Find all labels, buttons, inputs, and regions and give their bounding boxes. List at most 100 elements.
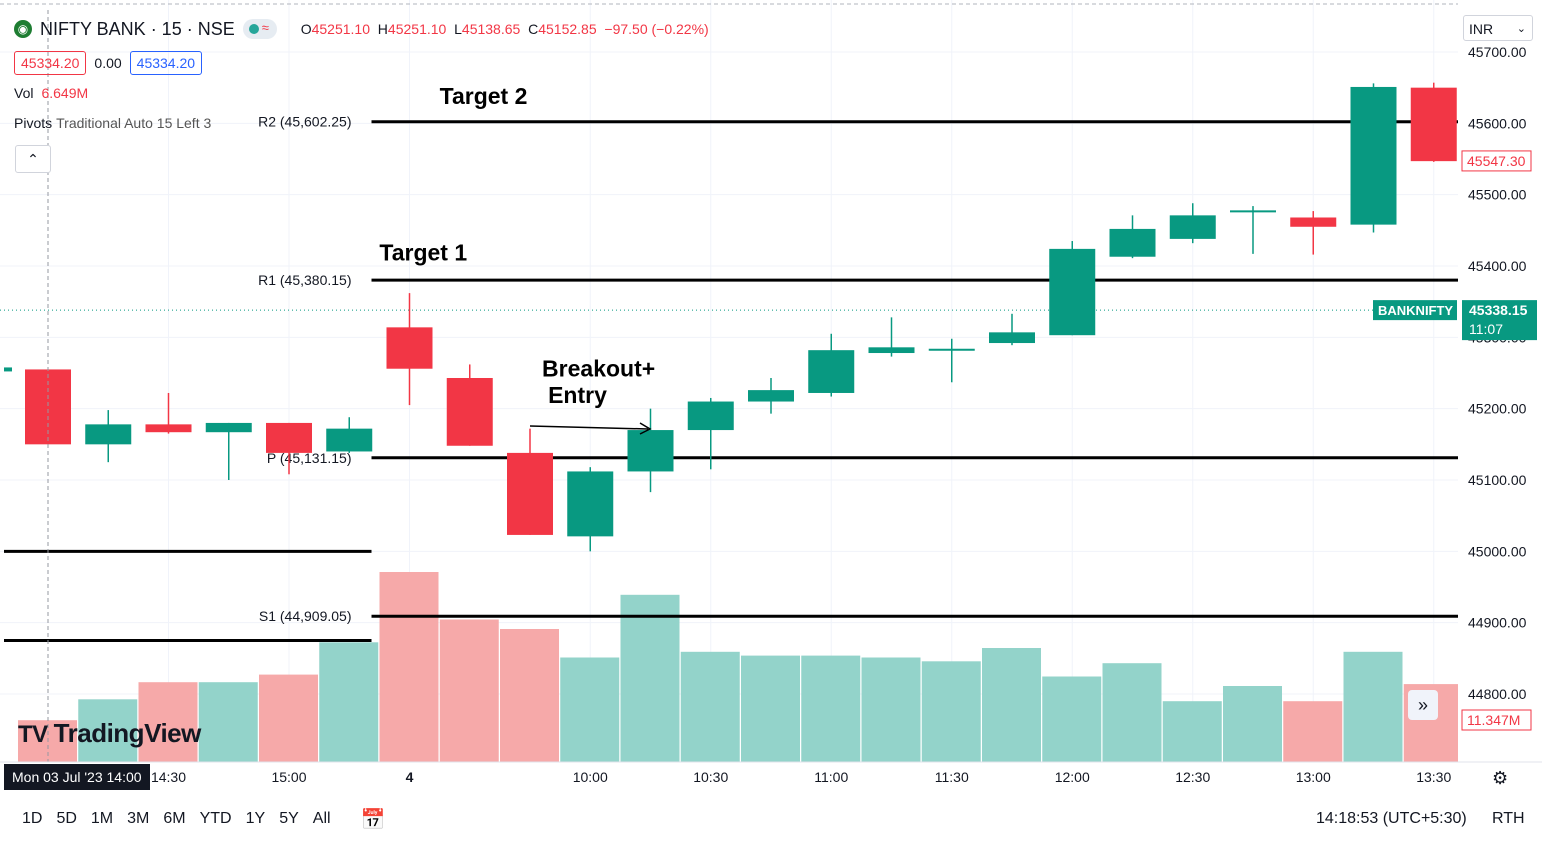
volume-bar <box>861 657 921 762</box>
pivots-legend[interactable]: Pivots Traditional Auto 15 Left 3 <box>14 115 212 131</box>
candle-body[interactable] <box>1410 87 1457 162</box>
candle-body[interactable] <box>446 377 493 446</box>
price-axis-tick: 45500.00 <box>1468 187 1527 203</box>
last-close-value: 45547.30 <box>1467 153 1526 169</box>
tradingview-logo: ТV TradingView <box>18 718 201 748</box>
range-1d[interactable]: 1D <box>22 810 43 827</box>
bottom-toolbar: 1D 5D 1M 3M 6M YTD 1Y 5Y All 📅 14:18:53 … <box>0 800 1542 838</box>
volume-bar <box>259 674 318 762</box>
buy-button[interactable]: 45334.20 <box>129 51 203 75</box>
candle-body[interactable] <box>1049 248 1096 336</box>
volume-bar <box>439 619 499 762</box>
volume-bar <box>1162 701 1222 762</box>
candle-body[interactable] <box>205 422 252 433</box>
time-axis-tick: 11:30 <box>935 769 969 785</box>
volume-bar <box>1042 676 1102 762</box>
time-axis-tick: 14:30 <box>151 769 186 785</box>
volume-bar <box>500 629 559 762</box>
range-5d[interactable]: 5D <box>56 810 77 827</box>
annotation-text: Entry <box>548 382 607 408</box>
price-axis-tick: 44800.00 <box>1468 686 1527 702</box>
candle-body[interactable] <box>386 327 433 369</box>
annotation-arrow-head <box>639 422 652 435</box>
candle-body[interactable] <box>145 424 192 433</box>
volume-bar <box>741 655 800 762</box>
annotation-arrow <box>529 425 649 430</box>
tradingview-logo-icon: ТV <box>18 721 48 748</box>
candle-body[interactable] <box>989 332 1035 344</box>
volume-bar <box>801 655 861 762</box>
candle-body[interactable] <box>326 428 373 452</box>
scroll-to-realtime-icon[interactable]: » <box>1408 690 1438 720</box>
volume-bar <box>1102 663 1162 762</box>
time-axis-tick: 12:00 <box>1055 769 1090 785</box>
volume-bar <box>560 657 620 762</box>
volume-bar <box>1223 686 1282 762</box>
currency-select[interactable]: INR ⌄ <box>1463 15 1533 41</box>
volume-tag[interactable] <box>1461 709 1532 731</box>
range-1y[interactable]: 1Y <box>245 810 266 827</box>
current-price-tag[interactable] <box>1462 300 1537 341</box>
volume-bar <box>379 572 439 762</box>
clock-time[interactable]: 14:18:53 (UTC+5:30) <box>1316 810 1467 827</box>
annotation-text: Target 2 <box>440 83 528 109</box>
candle-body[interactable] <box>85 424 132 445</box>
symbol-title[interactable]: NIFTY BANK · 15 · NSE <box>40 18 235 39</box>
symbol-price-tag-label: BANKNIFTY <box>1378 303 1453 318</box>
volume-legend[interactable]: Vol 6.649M <box>14 85 89 101</box>
candle-body[interactable] <box>627 430 674 472</box>
annotation-text: Breakout+ <box>542 356 655 382</box>
candle-body[interactable] <box>808 350 855 393</box>
chart-legend: ◉ NIFTY BANK · 15 · NSE ≈ O45251.10 H452… <box>14 16 709 136</box>
date-range-calendar-icon[interactable]: 📅 <box>360 808 386 831</box>
price-axis[interactable] <box>1458 0 1542 762</box>
volume-bar <box>921 661 981 762</box>
range-all[interactable]: All <box>312 810 331 827</box>
time-axis-tick: 4 <box>406 769 414 785</box>
volume-bar <box>198 682 258 762</box>
sell-button[interactable]: 45334.20 <box>14 51 87 75</box>
range-ytd[interactable]: YTD <box>199 810 232 827</box>
candle-body[interactable] <box>687 401 734 431</box>
axis-settings-icon: ⚙ <box>1492 768 1508 788</box>
candle-body[interactable] <box>507 452 553 535</box>
ohlc-values: O45251.10 H45251.10 L45138.65 C45152.85 … <box>300 21 709 37</box>
candle-body[interactable] <box>1230 210 1276 213</box>
symbol-row: ◉ NIFTY BANK · 15 · NSE ≈ O45251.10 H452… <box>14 16 709 42</box>
price-axis-tick: 45400.00 <box>1468 258 1527 274</box>
candle-body[interactable] <box>1350 86 1397 225</box>
candle-body[interactable] <box>1109 228 1156 257</box>
candle-body[interactable] <box>748 390 794 402</box>
pivot-label: R2 (45,602.25) <box>258 114 351 130</box>
price-axis-tick: 45700.00 <box>1468 44 1527 60</box>
candle-body[interactable] <box>567 471 614 537</box>
last-close-tag[interactable] <box>1461 150 1532 172</box>
volume-bar <box>982 648 1041 762</box>
volume-bar <box>620 594 680 762</box>
range-1m[interactable]: 1M <box>90 810 114 827</box>
chevron-up-icon[interactable]: ⌃ <box>15 145 51 173</box>
time-axis-tick: 12:30 <box>1175 769 1210 785</box>
annotation-text: Target 1 <box>379 239 467 265</box>
range-6m[interactable]: 6M <box>163 810 186 827</box>
volume-bar <box>1343 651 1403 762</box>
candle-body[interactable] <box>1290 217 1337 227</box>
price-axis-tick: 45200.00 <box>1468 401 1527 417</box>
time-axis-tick: 11:00 <box>814 769 848 785</box>
session-toggle[interactable]: RTH <box>1492 810 1525 827</box>
price-axis-tick: 45100.00 <box>1468 472 1527 488</box>
candle-body[interactable] <box>928 348 975 351</box>
candle-body[interactable] <box>868 347 915 354</box>
candle-body[interactable] <box>266 422 312 453</box>
symbol-price-tag[interactable] <box>1373 300 1457 321</box>
candle-body[interactable] <box>1169 215 1216 239</box>
time-axis-tick: 10:00 <box>573 769 608 785</box>
left-edge-price-marker <box>4 367 12 372</box>
market-status-icon[interactable]: ≈ <box>242 19 277 39</box>
range-5y[interactable]: 5Y <box>279 810 299 827</box>
volume-bar <box>78 699 138 762</box>
pivot-label: R1 (45,380.15) <box>258 272 351 288</box>
range-3m[interactable]: 3M <box>127 810 150 827</box>
